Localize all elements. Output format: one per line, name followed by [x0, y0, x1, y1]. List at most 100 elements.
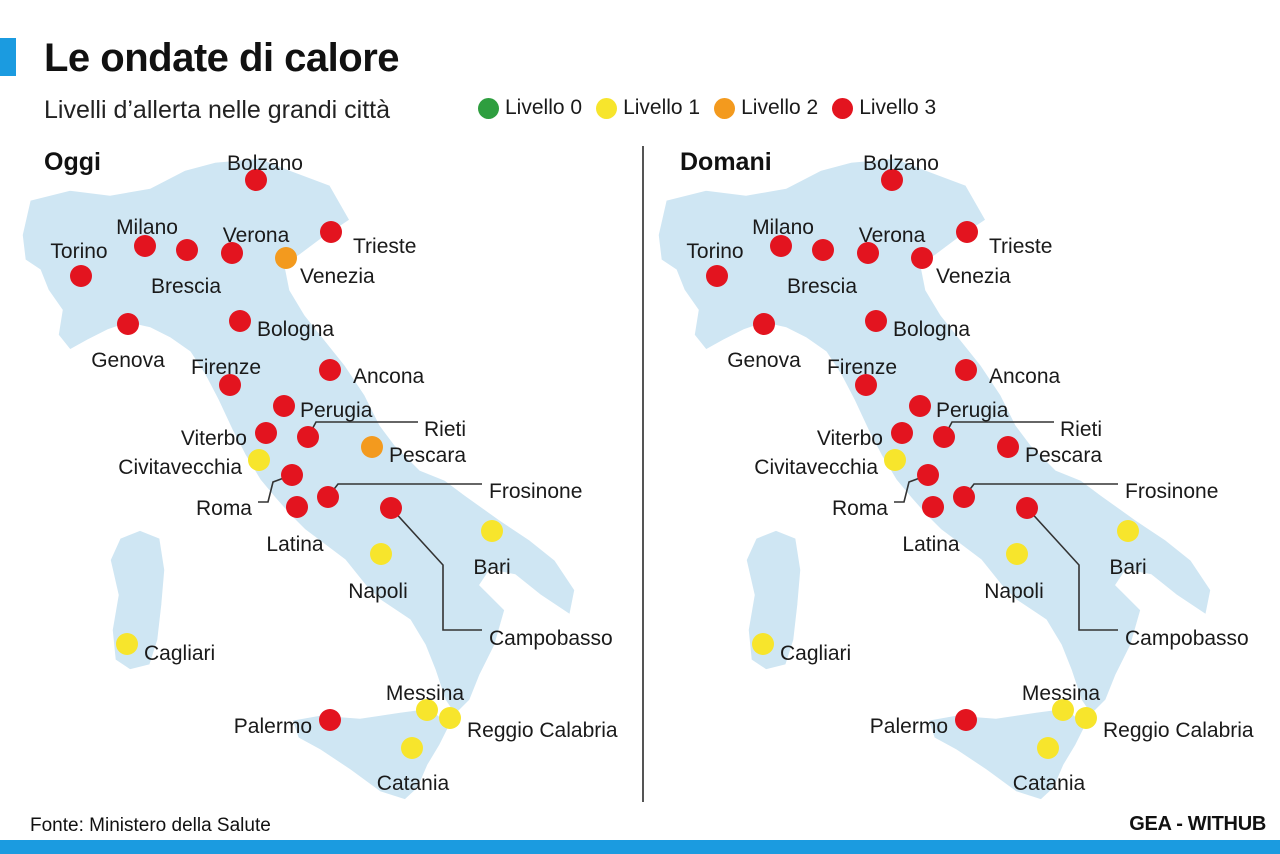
- city-label-milano: Milano: [116, 216, 178, 239]
- city-marker-torino: [70, 265, 92, 287]
- city-label-genova: Genova: [727, 349, 801, 372]
- city-label-genova: Genova: [91, 349, 165, 372]
- city-marker-latina: [922, 496, 944, 518]
- city-label-catania: Catania: [377, 772, 450, 795]
- page-title: Le ondate di calore: [44, 36, 400, 80]
- city-marker-genova: [753, 313, 775, 335]
- city-label-cagliari: Cagliari: [780, 642, 851, 665]
- city-label-rieti: Rieti: [1060, 418, 1102, 441]
- city-label-firenze: Firenze: [191, 356, 261, 379]
- sicily-shape: [927, 707, 1087, 801]
- legend-label: Livello 0: [505, 96, 583, 119]
- city-marker-firenze: [219, 374, 241, 396]
- city-label-torino: Torino: [686, 240, 743, 263]
- city-label-messina: Messina: [386, 682, 465, 705]
- city-marker-palermo: [955, 709, 977, 731]
- legend-dot-level-0: [478, 97, 499, 119]
- city-label-bolzano: Bolzano: [227, 152, 303, 175]
- legend-label: Livello 2: [741, 96, 819, 119]
- city-marker-verona: [857, 242, 879, 264]
- city-label-verona: Verona: [223, 224, 290, 247]
- panel-divider: [642, 146, 644, 802]
- city-marker-milano: [770, 235, 792, 257]
- city-marker-roma: [281, 464, 303, 486]
- city-marker-civitavecchia: [248, 449, 270, 471]
- city-marker-verona: [221, 242, 243, 264]
- city-marker-catania: [401, 737, 423, 759]
- city-marker-latina: [286, 496, 308, 518]
- city-marker-bolzano: [881, 169, 903, 191]
- city-marker-perugia: [909, 395, 931, 417]
- city-marker-milano: [134, 235, 156, 257]
- city-marker-bologna: [865, 310, 887, 332]
- city-marker-venezia: [911, 247, 933, 269]
- city-label-cagliari: Cagliari: [144, 642, 215, 665]
- city-marker-trieste: [956, 221, 978, 243]
- city-label-rieti: Rieti: [424, 418, 466, 441]
- city-marker-rieti: [297, 426, 319, 448]
- city-label-latina: Latina: [902, 533, 960, 556]
- city-marker-palermo: [319, 709, 341, 731]
- city-label-ancona: Ancona: [353, 365, 425, 388]
- city-marker-trieste: [320, 221, 342, 243]
- source-note: Fonte: Ministero della Salute: [30, 815, 271, 836]
- city-label-reggio-calabria: Reggio Calabria: [467, 719, 618, 742]
- city-label-trieste: Trieste: [989, 235, 1052, 258]
- city-marker-napoli: [1006, 543, 1028, 565]
- city-marker-messina: [1052, 699, 1074, 721]
- city-label-bari: Bari: [1109, 556, 1146, 579]
- city-label-frosinone: Frosinone: [1125, 480, 1218, 503]
- city-marker-campobasso: [380, 497, 402, 519]
- city-label-roma: Roma: [196, 497, 252, 520]
- city-label-campobasso: Campobasso: [1125, 627, 1249, 650]
- city-label-ancona: Ancona: [989, 365, 1061, 388]
- italy-map-tomorrow: Bolzano Milano Verona Trieste Torino Brescia V…: [657, 152, 1254, 801]
- city-label-trieste: Trieste: [353, 235, 416, 258]
- city-marker-genova: [117, 313, 139, 335]
- map-panel-today: Bolzano Milano Verona Trieste Torino Brescia V…: [0, 140, 640, 830]
- city-label-frosinone: Frosinone: [489, 480, 582, 503]
- legend-dot-level-3: [832, 97, 854, 119]
- city-label-roma: Roma: [832, 497, 888, 520]
- city-label-venezia: Venezia: [936, 265, 1011, 288]
- city-marker-ancona: [955, 359, 977, 381]
- city-label-napoli: Napoli: [348, 580, 408, 603]
- panel-title-tomorrow: Domani: [680, 148, 772, 176]
- city-label-torino: Torino: [50, 240, 107, 263]
- legend-item-level-2: Livello 2: [714, 96, 818, 120]
- accent-bar: [0, 38, 16, 76]
- city-label-perugia: Perugia: [936, 399, 1009, 422]
- legend-dot-level-1: [596, 97, 618, 119]
- city-marker-pescara: [361, 436, 383, 458]
- page-subtitle: Livelli d’allerta nelle grandi città: [44, 96, 391, 124]
- sicily-shape: [291, 707, 451, 801]
- city-label-milano: Milano: [752, 216, 814, 239]
- city-label-bolzano: Bolzano: [863, 152, 939, 175]
- city-marker-reggio-calabria: [1075, 707, 1097, 729]
- city-marker-brescia: [812, 239, 834, 261]
- city-label-catania: Catania: [1013, 772, 1086, 795]
- city-label-bologna: Bologna: [893, 318, 970, 341]
- city-marker-bologna: [229, 310, 251, 332]
- city-label-viterbo: Viterbo: [817, 427, 883, 450]
- city-label-palermo: Palermo: [234, 715, 312, 738]
- city-marker-perugia: [273, 395, 295, 417]
- city-label-bari: Bari: [473, 556, 510, 579]
- city-marker-reggio-calabria: [439, 707, 461, 729]
- city-label-messina: Messina: [1022, 682, 1101, 705]
- city-label-firenze: Firenze: [827, 356, 897, 379]
- city-marker-civitavecchia: [884, 449, 906, 471]
- city-marker-bari: [1117, 520, 1139, 542]
- city-marker-frosinone: [953, 486, 975, 508]
- city-marker-bolzano: [245, 169, 267, 191]
- city-label-campobasso: Campobasso: [489, 627, 613, 650]
- city-marker-bari: [481, 520, 503, 542]
- bottom-accent-bar: [0, 840, 1280, 854]
- city-marker-cagliari: [752, 633, 774, 655]
- city-label-reggio-calabria: Reggio Calabria: [1103, 719, 1254, 742]
- city-label-perugia: Perugia: [300, 399, 373, 422]
- credit-note: GEA - WITHUB: [1129, 813, 1266, 835]
- city-label-pescara: Pescara: [1025, 444, 1102, 467]
- map-panel-tomorrow: Bolzano Milano Verona Trieste Torino Brescia V…: [636, 140, 1276, 830]
- leader-line-campobasso: [390, 507, 482, 631]
